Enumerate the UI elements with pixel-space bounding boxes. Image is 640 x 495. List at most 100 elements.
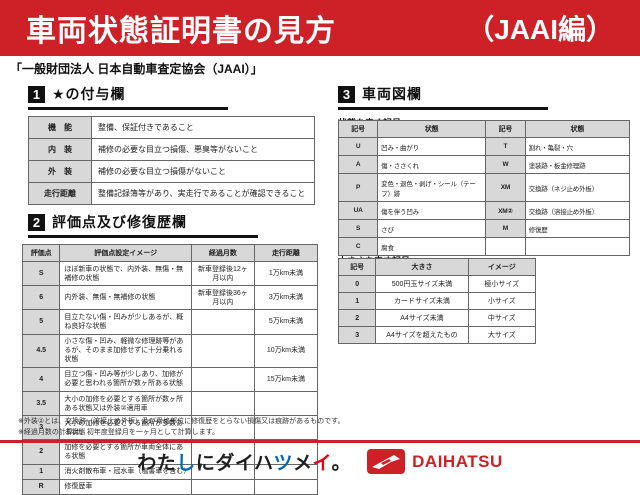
table-cell: 補修の必要な目立つ損傷、悪臭等がないこと <box>91 138 315 161</box>
column-header: 状態 <box>524 120 631 138</box>
table-cell <box>190 333 255 368</box>
table-row: 3.5 大小の加修を必要とする箇所が数ヶ所ある状態又は外装②適用車 <box>21 391 319 417</box>
column-header: 評価点設定イメージ <box>59 244 192 262</box>
table-cell: 3 <box>337 326 377 344</box>
table-cell <box>253 415 319 441</box>
column-header: 経過月数 <box>190 244 255 262</box>
brand-wordmark: DAIHATSU <box>412 451 503 471</box>
slogan-character: し <box>176 453 196 474</box>
slogan-character: わ <box>137 453 157 474</box>
column-header: イメージ <box>467 258 537 276</box>
table-cell: 中サイズ <box>467 309 537 327</box>
slogan-character: に <box>195 453 216 474</box>
slogan-character: ハ <box>253 453 274 474</box>
page-title: 車両状態証明書の見方 <box>26 15 336 48</box>
footnotes: ※外装②とは、交換跡（溶接止め外板）及び骨格部位に修復歴をとらない損傷又は痕跡が… <box>18 417 344 438</box>
slogan-character: ダ <box>215 453 235 474</box>
table-cell: 機 能 <box>28 116 92 139</box>
size-symbols-table: 記号 大きさ イメージ 0 500円玉サイズ未満 極小サイズ 1 カードサイズ未満 小サイズ 2… <box>337 258 537 344</box>
table-cell: W <box>485 155 526 174</box>
page-header-banner: 車両状態証明書の見方 （JAAI編） <box>0 0 640 56</box>
table-cell <box>190 391 255 417</box>
table-cell: 整備記録簿等があり、実走行であることが確認できること <box>91 182 315 205</box>
footer: わたしにダイハツメイ。 DAIHATSU <box>0 448 640 475</box>
table-cell: ほぼ新車の状態で、内外装、無傷・無補修の状態 <box>59 260 192 287</box>
table-cell: 2 <box>337 309 377 327</box>
organization-subtitle: 「一般財団法人 日本自動車査定協会（JAAI）」 <box>10 62 263 76</box>
table-row: 3 A4サイズを超えたもの 大サイズ <box>337 326 537 344</box>
table-cell: 目立たない傷・凹みが少しあるが、概ね良好な状態 <box>59 309 192 335</box>
table-cell <box>190 415 255 441</box>
table-cell: U <box>337 137 379 156</box>
table-cell <box>190 309 255 335</box>
table-cell <box>190 439 255 465</box>
table-row: 0 500円玉サイズ未満 極小サイズ <box>337 275 537 293</box>
table-cell: 新車登録後12ヶ月以内 <box>190 260 255 287</box>
table-cell: XM② <box>485 201 526 220</box>
section1-header: 1 ★の付与欄 <box>28 84 228 110</box>
section1-number-badge: 1 <box>28 85 45 103</box>
table-cell: 5 <box>21 309 61 335</box>
table-cell: S <box>337 219 379 238</box>
table-cell: 小さな傷・凹み、軽微な修理跡等があるが、そのまま加修せずに十分乗れる状態 <box>59 333 192 368</box>
table-row: C 腐食 <box>337 237 631 256</box>
table-cell: A4サイズを超えたもの <box>375 326 469 344</box>
table-row: U 凹み・曲がり T 割れ・亀裂・穴 <box>337 137 631 156</box>
table-row: 1 カードサイズ未満 小サイズ <box>337 292 537 310</box>
section-star-grant: 1 ★の付与欄 <box>28 84 228 110</box>
table-cell: 6 <box>21 285 61 311</box>
table-cell: 傷を伴う凹み <box>377 201 487 220</box>
table-row: A 傷・ささくれ W 塗装跡・板金修理跡 <box>337 155 631 174</box>
table-cell: 整備、保証付きであること <box>91 116 315 139</box>
section3-title: 車両図欄 <box>362 86 422 102</box>
table-row: UA 傷を伴う凹み XM② 交換跡（溶接止め外板） <box>337 201 631 220</box>
table-cell: 目立つ傷・凹み等が少しあり、加修が必要と思われる箇所が数ヶ所ある状態 <box>59 366 192 393</box>
slogan-character: メ <box>293 453 313 474</box>
section2-number-badge: 2 <box>28 213 45 231</box>
table-cell: 内外装、無傷・無補修の状態 <box>59 285 192 311</box>
slogan-character: 。 <box>331 453 352 474</box>
section1-title: ★の付与欄 <box>52 86 126 102</box>
table-cell: 変色・退色・剥げ・シール（テープ）跡 <box>377 173 487 202</box>
table-cell <box>190 478 255 495</box>
table-cell: 凹み・曲がり <box>377 137 487 156</box>
table-row: S さび M 修復歴 <box>337 219 631 238</box>
table-cell: UA <box>337 201 379 220</box>
table-cell: 外 装 <box>28 160 92 183</box>
table-cell: 0 <box>337 275 377 293</box>
table-cell: 3 <box>21 415 61 441</box>
table-cell: 1 <box>337 292 377 310</box>
table-row: R 修復歴車 <box>21 478 319 495</box>
table-cell: 5万km未満 <box>253 309 319 335</box>
table-cell: 交換跡（溶接止め外板） <box>524 201 631 220</box>
table-cell <box>485 237 526 256</box>
table-cell: 割れ・亀裂・穴 <box>524 137 631 156</box>
table-cell: C <box>337 237 379 256</box>
table-cell: 3.5 <box>21 391 61 417</box>
column-header: 走行距離 <box>253 244 319 262</box>
slogan-character: ツ <box>273 453 293 474</box>
table-row: S ほぼ新車の状態で、内外装、無傷・無補修の状態 新車登録後12ヶ月以内 1万km未満 <box>21 260 319 287</box>
table-cell <box>190 366 255 393</box>
table-cell: A4サイズ未満 <box>375 309 469 327</box>
table-cell: 小サイズ <box>467 292 537 310</box>
slogan-character: た <box>156 453 177 474</box>
section2-header: 2 評価点及び修復歴欄 <box>28 212 258 238</box>
column-header: 状態 <box>377 120 487 138</box>
table-cell: M <box>485 219 526 238</box>
section2-title: 評価点及び修復歴欄 <box>52 214 187 230</box>
table-row: P 変色・退色・剥げ・シール（テープ）跡 XM 交換跡（ネジ止め外板） <box>337 173 631 202</box>
table-cell: XM <box>485 173 526 202</box>
table-row: 6 内外装、無傷・無補修の状態 新車登録後36ヶ月以内 3万km未満 <box>21 285 319 311</box>
table-cell: 15万km未満 <box>253 366 319 393</box>
table-row: 2 加修を必要とする箇所が車両全体にある状態 <box>21 439 319 465</box>
table-row: 3 大小の加修を必要とする箇所が多数ある状態 <box>21 415 319 441</box>
table-row: 2 A4サイズ未満 中サイズ <box>337 309 537 327</box>
table-row: 機 能整備、保証付きであること <box>28 116 315 139</box>
table-cell: 塗装跡・板金修理跡 <box>524 155 631 174</box>
table-row: 内 装補修の必要な目立つ損傷、悪臭等がないこと <box>28 138 315 161</box>
page-title-edition: （JAAI編） <box>466 14 614 45</box>
table-cell: さび <box>377 219 487 238</box>
table-cell: 10万km未満 <box>253 333 319 368</box>
